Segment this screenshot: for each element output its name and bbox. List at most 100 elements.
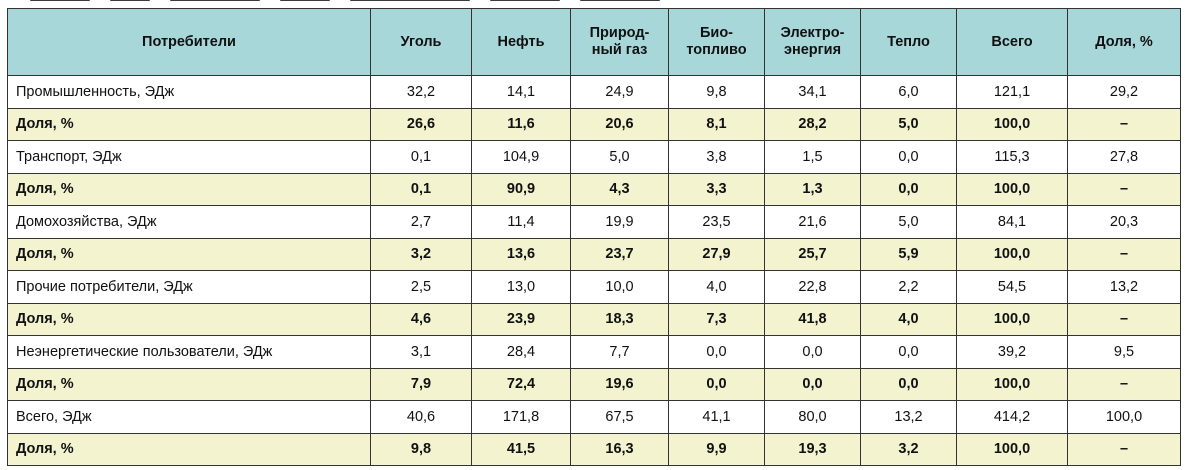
table-cell: 9,8 <box>370 432 472 466</box>
table-cell: 414,2 <box>956 400 1068 434</box>
table-cell: 54,5 <box>956 270 1068 304</box>
row-label: Доля, % <box>7 172 371 206</box>
table-cell: 2,2 <box>860 270 957 304</box>
header-consumers: Потребители <box>7 8 371 76</box>
table-cell: – <box>1067 237 1181 271</box>
table-cell: 5,9 <box>860 237 957 271</box>
table-cell: 19,3 <box>764 432 861 466</box>
header-text-line: Электро- <box>780 25 845 41</box>
table-cell: 7,7 <box>570 335 669 369</box>
table-row: Промышленность, ЭДж 32,2 14,1 24,9 9,8 34,1 6,… <box>7 75 1181 109</box>
row-label: Доля, % <box>7 432 371 466</box>
share-row: Доля, % 7,9 72,4 19,6 0,0 0,0 0,0 100,0– <box>7 367 1181 401</box>
row-label: Всего, ЭДж <box>7 400 371 434</box>
header-total: Всего <box>956 8 1068 76</box>
table-row: Прочие потребители, ЭДж 2,5 13,0 10,0 4,0 22,… <box>7 270 1181 304</box>
table-cell: 13,6 <box>471 237 571 271</box>
table-cell: 0,0 <box>668 367 765 401</box>
table-cell: 7,3 <box>668 302 765 336</box>
table-cell: 23,5 <box>668 205 765 239</box>
share-row: Доля, % 3,2 13,6 23,7 27,9 25,7 5,9 100,0– <box>7 237 1181 271</box>
table-cell: – <box>1067 432 1181 466</box>
table-cell: 28,2 <box>764 107 861 141</box>
table-cell: 67,5 <box>570 400 669 434</box>
row-label: Транспорт, ЭДж <box>7 140 371 174</box>
table-body: Промышленность, ЭДж 32,2 14,1 24,9 9,8 34,1 6,… <box>7 75 1181 466</box>
table-cell: 19,9 <box>570 205 669 239</box>
table-cell: 27,9 <box>668 237 765 271</box>
table-cell: 16,3 <box>570 432 669 466</box>
table-row: Неэнергетические пользователи, ЭДж 3,1 28,… <box>7 335 1181 369</box>
table-cell: 100,0 <box>956 302 1068 336</box>
table-cell: 32,2 <box>370 75 472 109</box>
row-label: Домохозяйства, ЭДж <box>7 205 371 239</box>
table-cell: 104,9 <box>471 140 571 174</box>
header-text-line: топливо <box>686 42 747 58</box>
table-cell: 3,8 <box>668 140 765 174</box>
table-cell: 0,0 <box>860 335 957 369</box>
table-cell: 0,0 <box>860 172 957 206</box>
header-oil: Нефть <box>471 8 571 76</box>
share-row: Доля, % 9,8 41,5 16,3 9,9 19,3 3,2 100,0– <box>7 432 1181 466</box>
table-cell: 0,1 <box>370 140 472 174</box>
table-cell: 14,1 <box>471 75 571 109</box>
table-cell: 115,3 <box>956 140 1068 174</box>
table-cell: 11,6 <box>471 107 571 141</box>
table-cell: 8,1 <box>668 107 765 141</box>
table-cell: 2,7 <box>370 205 472 239</box>
row-label: Доля, % <box>7 237 371 271</box>
header-text-line: Нефть <box>497 33 545 50</box>
header-text-line: Уголь <box>400 33 442 50</box>
table-row: Домохозяйства, ЭДж 2,7 11,4 19,9 23,5 21,6 5,0… <box>7 205 1181 239</box>
table-cell: 4,6 <box>370 302 472 336</box>
table-cell: 10,0 <box>570 270 669 304</box>
header-row: Потребители Уголь Нефть Природ-ный газ Био-т… <box>7 8 1181 76</box>
table-cell: 26,6 <box>370 107 472 141</box>
table-cell: 4,0 <box>860 302 957 336</box>
share-row: Доля, % 0,1 90,9 4,3 3,3 1,3 0,0 100,0– <box>7 172 1181 206</box>
header-text-line: Всего <box>991 33 1033 50</box>
table-cell: 40,6 <box>370 400 472 434</box>
table-cell: 100,0 <box>956 107 1068 141</box>
table-cell: 171,8 <box>471 400 571 434</box>
header-heat: Тепло <box>860 8 957 76</box>
table-cell: 28,4 <box>471 335 571 369</box>
cropped-caption-strip <box>0 0 1185 6</box>
header-text-line: Природ- <box>589 25 650 41</box>
table-cell: 25,7 <box>764 237 861 271</box>
table-cell: 90,9 <box>471 172 571 206</box>
table-cell: 5,0 <box>860 107 957 141</box>
table-cell: – <box>1067 302 1181 336</box>
share-row: Доля, % 4,6 23,9 18,3 7,3 41,8 4,0 100,0– <box>7 302 1181 336</box>
table-cell: 100,0 <box>956 432 1068 466</box>
table-cell: 3,2 <box>860 432 957 466</box>
table-cell: 20,3 <box>1067 205 1181 239</box>
header-text-line: энергия <box>783 42 842 58</box>
table-cell: 3,2 <box>370 237 472 271</box>
table-cell: 0,1 <box>370 172 472 206</box>
table-cell: 20,6 <box>570 107 669 141</box>
header-share: Доля, % <box>1067 8 1181 76</box>
table-cell: 34,1 <box>764 75 861 109</box>
table-cell: 72,4 <box>471 367 571 401</box>
table-cell: 18,3 <box>570 302 669 336</box>
table-cell: 19,6 <box>570 367 669 401</box>
table-cell: 5,0 <box>570 140 669 174</box>
table-cell: 23,9 <box>471 302 571 336</box>
row-label: Доля, % <box>7 302 371 336</box>
table-cell: 100,0 <box>956 367 1068 401</box>
row-label: Доля, % <box>7 367 371 401</box>
table-cell: 0,0 <box>860 140 957 174</box>
table-cell: 0,0 <box>668 335 765 369</box>
table-cell: 9,8 <box>668 75 765 109</box>
table-cell: 27,8 <box>1067 140 1181 174</box>
table-cell: 11,4 <box>471 205 571 239</box>
row-label: Промышленность, ЭДж <box>7 75 371 109</box>
table-cell: 23,7 <box>570 237 669 271</box>
table-cell: 13,2 <box>1067 270 1181 304</box>
header-coal: Уголь <box>370 8 472 76</box>
table-cell: 29,2 <box>1067 75 1181 109</box>
table-cell: 84,1 <box>956 205 1068 239</box>
header-biofuel: Био-топливо <box>668 8 765 76</box>
table-cell: 41,8 <box>764 302 861 336</box>
